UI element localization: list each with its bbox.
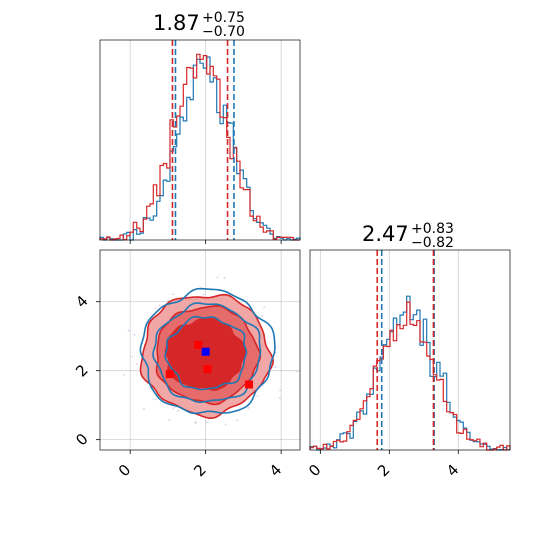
histogram-series-blue xyxy=(99,56,301,241)
scatter-point xyxy=(223,277,226,279)
y-tick-label: 0 xyxy=(72,430,91,449)
scatter-point xyxy=(279,389,281,391)
histogram-panel-param2: 0 2 4 2.47 +0.83 −0.82 xyxy=(305,221,511,480)
contour-line-blue xyxy=(139,287,276,415)
title-plus-param1: +0.75 xyxy=(202,10,245,26)
scatter-point xyxy=(158,304,161,307)
marker-square xyxy=(203,364,212,373)
x-tick-label: 4 xyxy=(443,461,462,480)
scatter-point xyxy=(143,408,145,410)
scatter-point xyxy=(133,334,136,336)
scatter-point xyxy=(127,329,130,332)
x-tick-label: 4 xyxy=(266,461,285,480)
scatter-point xyxy=(160,305,163,308)
svg-text:1.87: 1.87 xyxy=(153,11,200,35)
x-tick-label: 2 xyxy=(190,461,209,480)
marker-square xyxy=(245,380,254,389)
contour-line-blue xyxy=(152,302,262,404)
svg-text:2.47: 2.47 xyxy=(362,222,409,246)
scatter-point xyxy=(135,363,138,366)
marker-square xyxy=(194,340,203,349)
contour-line-red xyxy=(139,293,275,420)
histogram-title-param1: 1.87 +0.75 −0.70 xyxy=(153,10,245,40)
scatter-point xyxy=(224,423,227,426)
scatter-point xyxy=(274,366,277,368)
joint-panel: 0 2 4 0 2 4 xyxy=(72,249,301,480)
joint-frame xyxy=(99,249,301,451)
y-tick-label: 4 xyxy=(72,292,91,311)
title-minus-param2: −0.82 xyxy=(411,235,454,251)
scatter-point xyxy=(295,370,298,373)
title-value-param2: 2.47 xyxy=(362,222,409,246)
scatter-point xyxy=(149,386,152,389)
scatter-point xyxy=(195,422,197,424)
title-minus-param1: −0.70 xyxy=(202,24,245,40)
scatter-point xyxy=(194,421,197,423)
scatter-point xyxy=(236,419,239,422)
title-plus-param2: +0.83 xyxy=(411,221,454,237)
scatter-point xyxy=(154,307,157,309)
y-tick-label: 2 xyxy=(72,361,91,380)
title-value-param1: 1.87 xyxy=(153,11,200,35)
histogram-frame-param1 xyxy=(99,39,301,241)
marker-square xyxy=(165,370,174,379)
histogram-series-red xyxy=(99,53,300,241)
contour-line-blue xyxy=(164,315,248,391)
scatter-point xyxy=(274,351,277,354)
scatter-point xyxy=(131,355,134,358)
scatter-point xyxy=(256,395,259,397)
scatter-point xyxy=(168,419,171,422)
scatter-point xyxy=(173,405,176,408)
histogram-frame-param2 xyxy=(309,249,511,451)
histogram-series-red xyxy=(309,301,511,451)
scatter-point xyxy=(263,306,265,309)
marker-square xyxy=(201,347,210,356)
scatter-point xyxy=(155,398,157,401)
scatter-point xyxy=(177,409,179,412)
scatter-point xyxy=(206,421,208,424)
scatter-point xyxy=(172,293,175,296)
scatter-point xyxy=(279,397,281,399)
x-tick-label: 0 xyxy=(305,461,324,480)
scatter-point xyxy=(202,293,205,296)
histogram-panel-param1: 1.87 +0.75 −0.70 xyxy=(99,10,301,244)
contour-line-red xyxy=(155,304,262,406)
x-tick-label: 2 xyxy=(374,461,393,480)
histogram-title-param2: 2.47 +0.83 −0.82 xyxy=(362,221,454,251)
scatter-point xyxy=(247,407,250,409)
scatter-point xyxy=(123,374,126,376)
x-tick-label: 0 xyxy=(115,461,134,480)
scatter-point xyxy=(216,276,219,279)
scatter-point xyxy=(172,407,175,410)
scatter-point xyxy=(261,315,263,317)
